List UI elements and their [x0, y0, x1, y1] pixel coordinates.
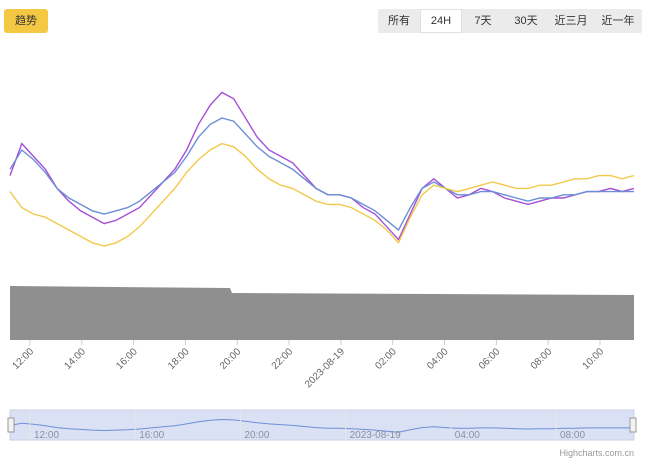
navigator-tick-label: 04:00 [455, 430, 480, 441]
x-axis-tick-label: 04:00 [425, 346, 451, 372]
x-axis-tick-label: 14:00 [62, 346, 88, 372]
x-axis-tick-label: 20:00 [218, 346, 244, 372]
range-24h-button[interactable]: 24H [420, 9, 462, 33]
x-axis-tick-label: 12:00 [11, 346, 37, 372]
navigator-tick-label: 20:00 [244, 430, 269, 441]
price-series-line-yellow [9, 142, 635, 247]
price-series-line-purple [9, 91, 635, 241]
range-selector: 所有 24H 7天 30天 近三月 近一年 [378, 9, 642, 33]
x-axis-tick-label: 18:00 [166, 346, 192, 372]
x-axis-tick-label: 10:00 [581, 346, 607, 372]
navigator-tick-label: 12:00 [34, 430, 59, 441]
navigator-tick-label: 2023-08-19 [350, 430, 402, 441]
navigator-series-line [9, 418, 634, 433]
range-7d-button[interactable]: 7天 [474, 15, 492, 27]
navigator-tick-label: 16:00 [139, 430, 164, 441]
x-axis-tick-label: 06:00 [477, 346, 503, 372]
trend-button[interactable]: 趋势 [4, 9, 48, 33]
x-axis-tick-label: 22:00 [270, 346, 296, 372]
range-1y-button[interactable]: 近一年 [601, 15, 635, 27]
price-series-line-blue [9, 117, 634, 232]
range-30d-button[interactable]: 30天 [514, 15, 538, 27]
credits-label: Highcharts.com.cn [559, 448, 634, 458]
navigator-handle-left[interactable] [7, 417, 15, 433]
volume-area [10, 286, 634, 340]
x-axis-tick-label: 08:00 [529, 346, 555, 372]
x-axis-tick-label: 16:00 [114, 346, 140, 372]
x-axis-tick-label: 2023-08-19 [303, 346, 347, 390]
navigator-tick-label: 08:00 [560, 430, 585, 441]
navigator-window[interactable] [9, 409, 635, 441]
x-axis-tick-label: 02:00 [373, 346, 399, 372]
range-all-button[interactable]: 所有 [388, 15, 410, 27]
range-3m-button[interactable]: 近三月 [554, 15, 588, 27]
navigator-handle-right[interactable] [629, 417, 637, 433]
